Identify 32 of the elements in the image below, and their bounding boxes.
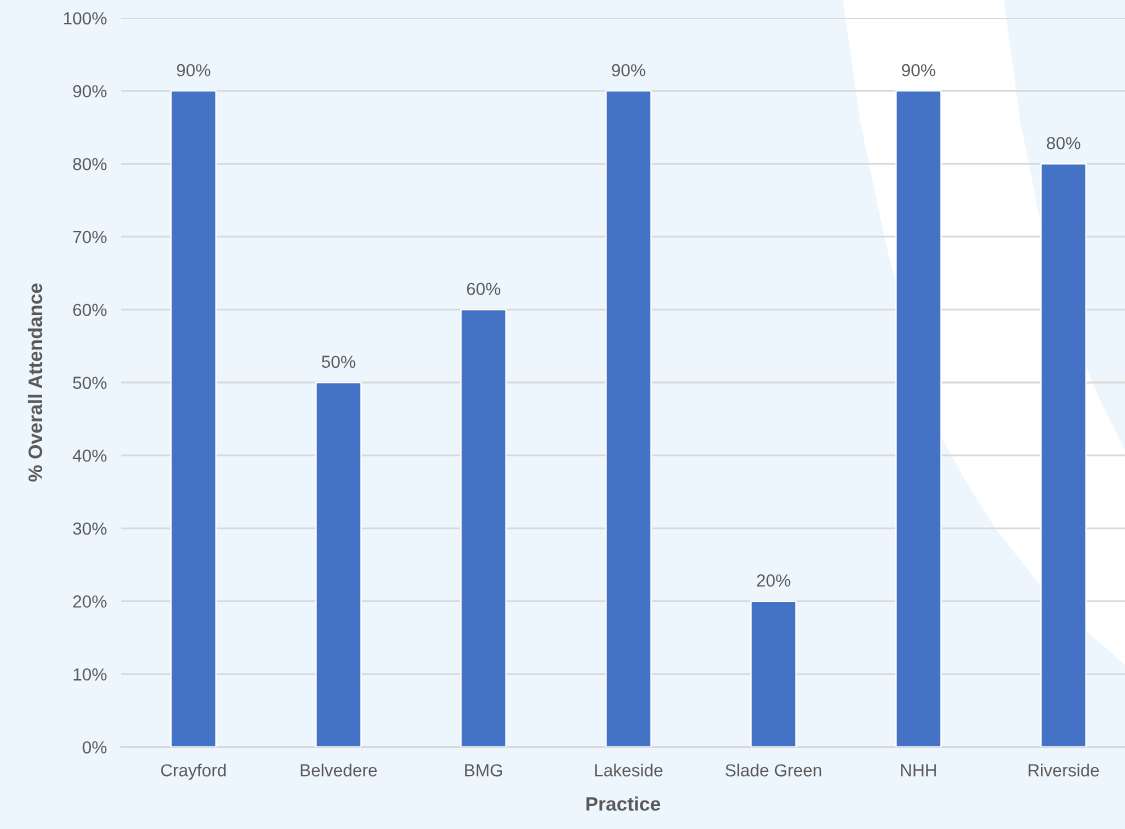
x-tick-label: Slade Green	[725, 763, 822, 777]
x-tick-label: Riverside	[1028, 763, 1099, 777]
y-tick-label: 40%	[72, 449, 107, 462]
y-tick-label: 90%	[73, 85, 107, 98]
y-tick-label: 20%	[73, 595, 107, 608]
x-tick-label: Belvedere	[300, 763, 377, 777]
y-tick-label: 100%	[64, 12, 107, 25]
y-tick-label: 60%	[73, 303, 107, 317]
x-tick-label: Crayford	[161, 763, 226, 780]
data-label: 20%	[757, 574, 791, 587]
bar	[170, 90, 217, 747]
bar	[460, 308, 507, 747]
x-tick-label: NHH	[901, 764, 936, 777]
y-tick-label: 70%	[73, 230, 107, 244]
y-tick-label: 0%	[82, 741, 107, 754]
y-tick-label: 30%	[73, 522, 107, 535]
y-tick-label: 10%	[73, 668, 107, 681]
y-tick-label: 50%	[73, 376, 107, 389]
x-axis-title: Practice	[586, 796, 661, 811]
data-label: 90%	[611, 64, 646, 77]
bar	[605, 90, 652, 747]
data-label: 60%	[467, 282, 501, 296]
x-tick-label: BMG	[465, 764, 502, 777]
y-tick-label: 80%	[73, 157, 107, 171]
bar	[750, 600, 797, 747]
data-label: 90%	[176, 64, 211, 77]
data-label: 80%	[1046, 136, 1081, 150]
y-axis-title: % Overall Attendance	[27, 283, 43, 482]
bar	[315, 381, 362, 747]
data-label: 90%	[901, 64, 936, 77]
x-tick-label: Lakeside	[595, 763, 663, 777]
data-label: 50%	[321, 355, 356, 368]
